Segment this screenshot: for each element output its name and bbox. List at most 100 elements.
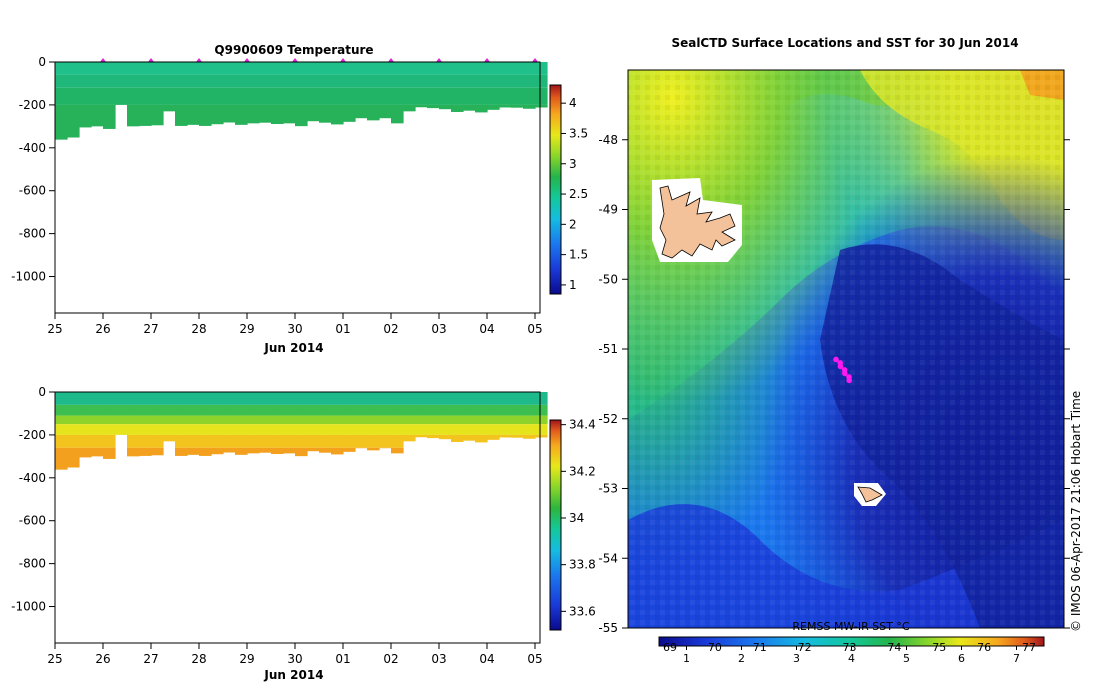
temperature-cell [523,104,536,109]
temperature-cell [511,74,524,88]
salinity-colorbar-ticks: 34.4 34.2 34 33.8 33.6 [561,418,596,618]
colorbar-tick-label: 4 [569,96,577,110]
temperature-cell [463,87,476,105]
profile-marker [148,58,154,62]
salinity-cell [259,392,272,405]
x-tick-label: 04 [479,652,494,666]
temperature-cell [343,104,356,122]
salinity-cell [199,404,212,416]
seal-location [837,363,844,370]
salinity-cell [175,424,188,435]
x-tick-label: 28 [191,322,206,336]
salinity-cell [379,392,392,405]
salinity-cell [427,392,440,405]
salinity-cell [463,404,476,416]
temperature-cell [151,62,164,75]
salinity-panel: 0 -200 -400 -600 -800 -1000 25 26 27 28 29 30 01 02 0… [11,385,596,682]
salinity-cell [487,424,500,435]
salinity-cell [487,415,500,425]
salinity-cell [379,404,392,416]
salinity-cell [403,404,416,416]
temperature-title: Q9900609 Temperature [214,43,373,57]
temperature-section-image [55,62,548,140]
temperature-cell [379,62,392,75]
salinity-cell [259,434,272,448]
salinity-cell [367,447,380,451]
temperature-cell [91,87,104,105]
temperature-cell [283,104,296,124]
salinity-cell [307,404,320,416]
salinity-cell [535,404,548,416]
temperature-cell [187,104,200,125]
salinity-cell [523,415,536,425]
salinity-cell [355,392,368,405]
salinity-cell [355,424,368,435]
temperature-cell [247,104,260,124]
temperature-cell [163,62,176,75]
salinity-cell [475,404,488,416]
salinity-cell [247,447,260,454]
temperature-cell [319,87,332,105]
temperature-cell [115,62,128,75]
salinity-xlabel: Jun 2014 [263,668,323,682]
salinity-cell [295,447,308,457]
salinity-cell [103,404,116,416]
salinity-section-image [55,392,548,470]
salinity-cell [235,424,248,435]
salinity-cell [439,424,452,435]
temperature-cell [223,74,236,88]
salinity-cell [439,415,452,425]
salinity-cell [211,424,224,435]
x-tick-label: 25 [47,652,62,666]
temperature-cell [391,74,404,88]
salinity-cell [391,415,404,425]
salinity-cell [271,434,284,448]
salinity-cell [283,404,296,416]
salinity-cell [79,392,92,405]
colorbar-upper-tick-label: 75 [932,641,946,654]
y-tick-label: -51 [598,342,618,356]
colorbar-upper-tick-label: 69 [663,641,677,654]
temperature-cell [115,87,128,105]
temperature-cell [91,62,104,75]
salinity-cell [139,392,152,405]
seal-location [846,377,852,384]
salinity-cell [427,415,440,425]
salinity-cell [463,424,476,435]
salinity-cell [67,424,80,435]
temperature-cell [295,104,308,127]
temperature-cell [427,74,440,88]
temperature-cell [271,62,284,75]
temperature-cell [139,62,152,75]
salinity-cell [247,404,260,416]
temperature-cell [379,87,392,105]
salinity-cell [139,404,152,416]
temperature-cell [247,87,260,105]
salinity-cell [79,447,92,458]
salinity-cell [151,424,164,435]
salinity-cell [259,447,272,453]
seal-track [833,356,852,384]
salinity-cell [343,434,356,448]
temperature-cell [295,62,308,75]
temperature-cell [535,87,548,105]
y-tick-label: -200 [19,98,46,112]
salinity-x-axis: 25 26 27 28 29 30 01 02 03 04 05 [47,643,543,666]
temperature-cell [235,104,248,125]
salinity-cell [319,434,332,448]
temperature-cell [535,62,548,75]
temperature-cell [475,104,488,113]
salinity-cell [463,392,476,405]
colorbar-upper-tick-label: 72 [798,641,812,654]
x-tick-label: 27 [143,652,158,666]
temperature-cell [271,74,284,88]
salinity-cell [295,424,308,435]
salinity-cell [331,404,344,416]
y-tick-label: -1000 [11,270,46,284]
temperature-cell [343,74,356,88]
temperature-cell [127,87,140,105]
salinity-cell [307,447,320,452]
salinity-cell [199,392,212,405]
salinity-cell [139,447,152,456]
colorbar-upper-tick-label: 70 [708,641,722,654]
